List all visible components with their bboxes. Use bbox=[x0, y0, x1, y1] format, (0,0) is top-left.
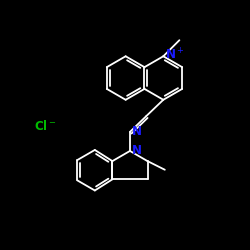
Text: N$^+$: N$^+$ bbox=[165, 48, 184, 63]
Text: N: N bbox=[132, 144, 142, 157]
Text: N: N bbox=[132, 125, 142, 138]
Text: Cl$^-$: Cl$^-$ bbox=[34, 119, 56, 133]
